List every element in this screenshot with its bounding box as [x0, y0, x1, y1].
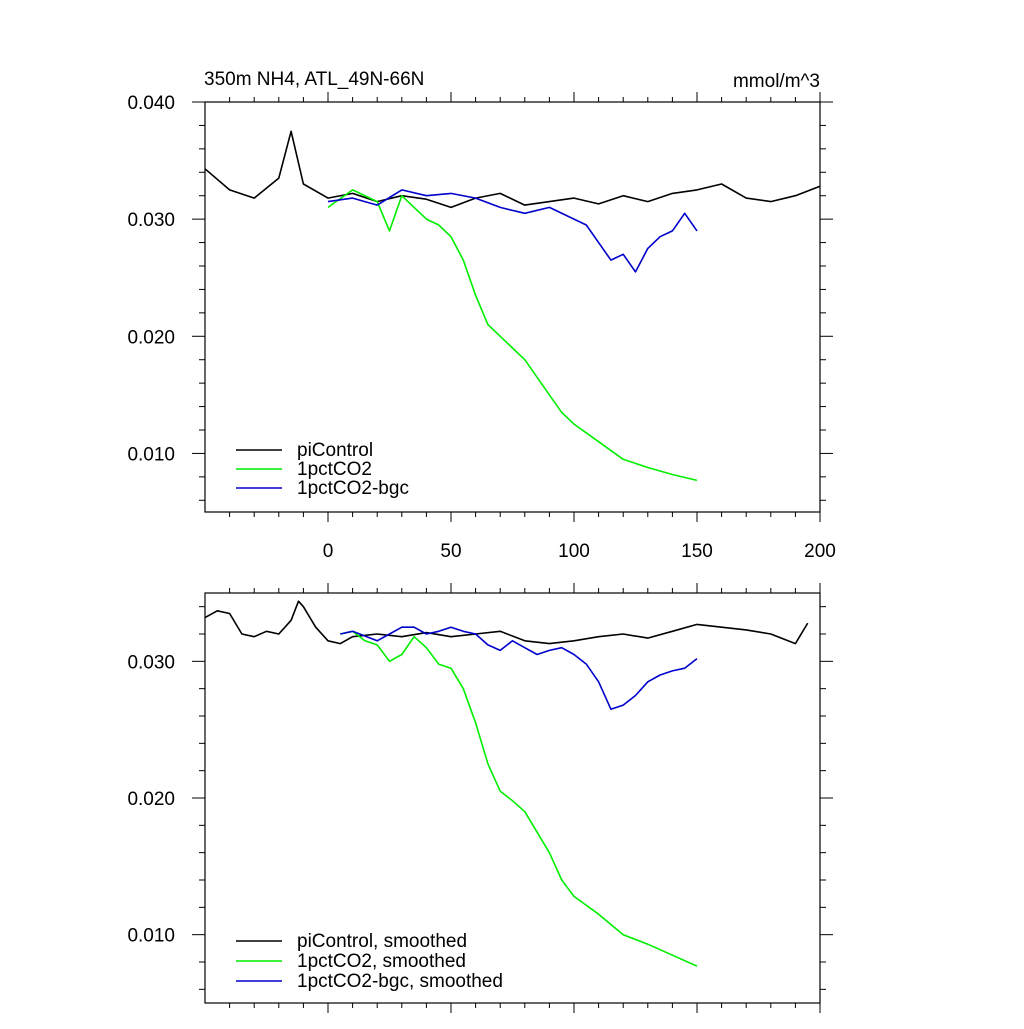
top-panel: 350m NH4, ATL_49N-66N mmol/m^3 0 50 100 150…: [127, 69, 835, 562]
x-tick-label: 150: [681, 541, 713, 562]
x-tick-label: 0: [323, 541, 334, 562]
legend-label: piControl, smoothed: [297, 931, 467, 952]
legend-label: 1pctCO2-bgc: [297, 478, 409, 499]
legend-label: 1pctCO2-bgc, smoothed: [297, 971, 503, 992]
y-tick-label: 0.010: [127, 926, 175, 947]
x-tick-label: 100: [558, 541, 590, 562]
legend-label: 1pctCO2, smoothed: [297, 951, 466, 972]
plot-frame: [204, 101, 821, 513]
y-tick-label: 0.020: [127, 327, 175, 348]
y-tick-label: 0.020: [127, 789, 175, 810]
series-line-picontrol-smoothed: [204, 600, 809, 645]
series-line-1pctco2-bgc: [327, 189, 698, 273]
y-tick-label: 0.010: [127, 444, 175, 465]
panel-title: 350m NH4, ATL_49N-66N: [204, 69, 424, 90]
y-tick-label: 0.030: [127, 210, 175, 231]
series-line-1pctco2: [327, 189, 698, 482]
x-tick-label: 200: [804, 541, 836, 562]
legend-label: 1pctCO2: [297, 459, 372, 480]
series-line-1pctco2-smoothed: [340, 630, 698, 967]
legend-label: piControl: [297, 440, 373, 461]
panel-units: mmol/m^3: [733, 71, 820, 92]
y-tick-label: 0.030: [127, 652, 175, 673]
x-tick-label: 50: [440, 541, 461, 562]
y-tick-label: 0.040: [127, 93, 175, 114]
series-line-picontrol: [204, 130, 821, 209]
series-line-1pctco2-bgc-smoothed: [340, 626, 698, 711]
